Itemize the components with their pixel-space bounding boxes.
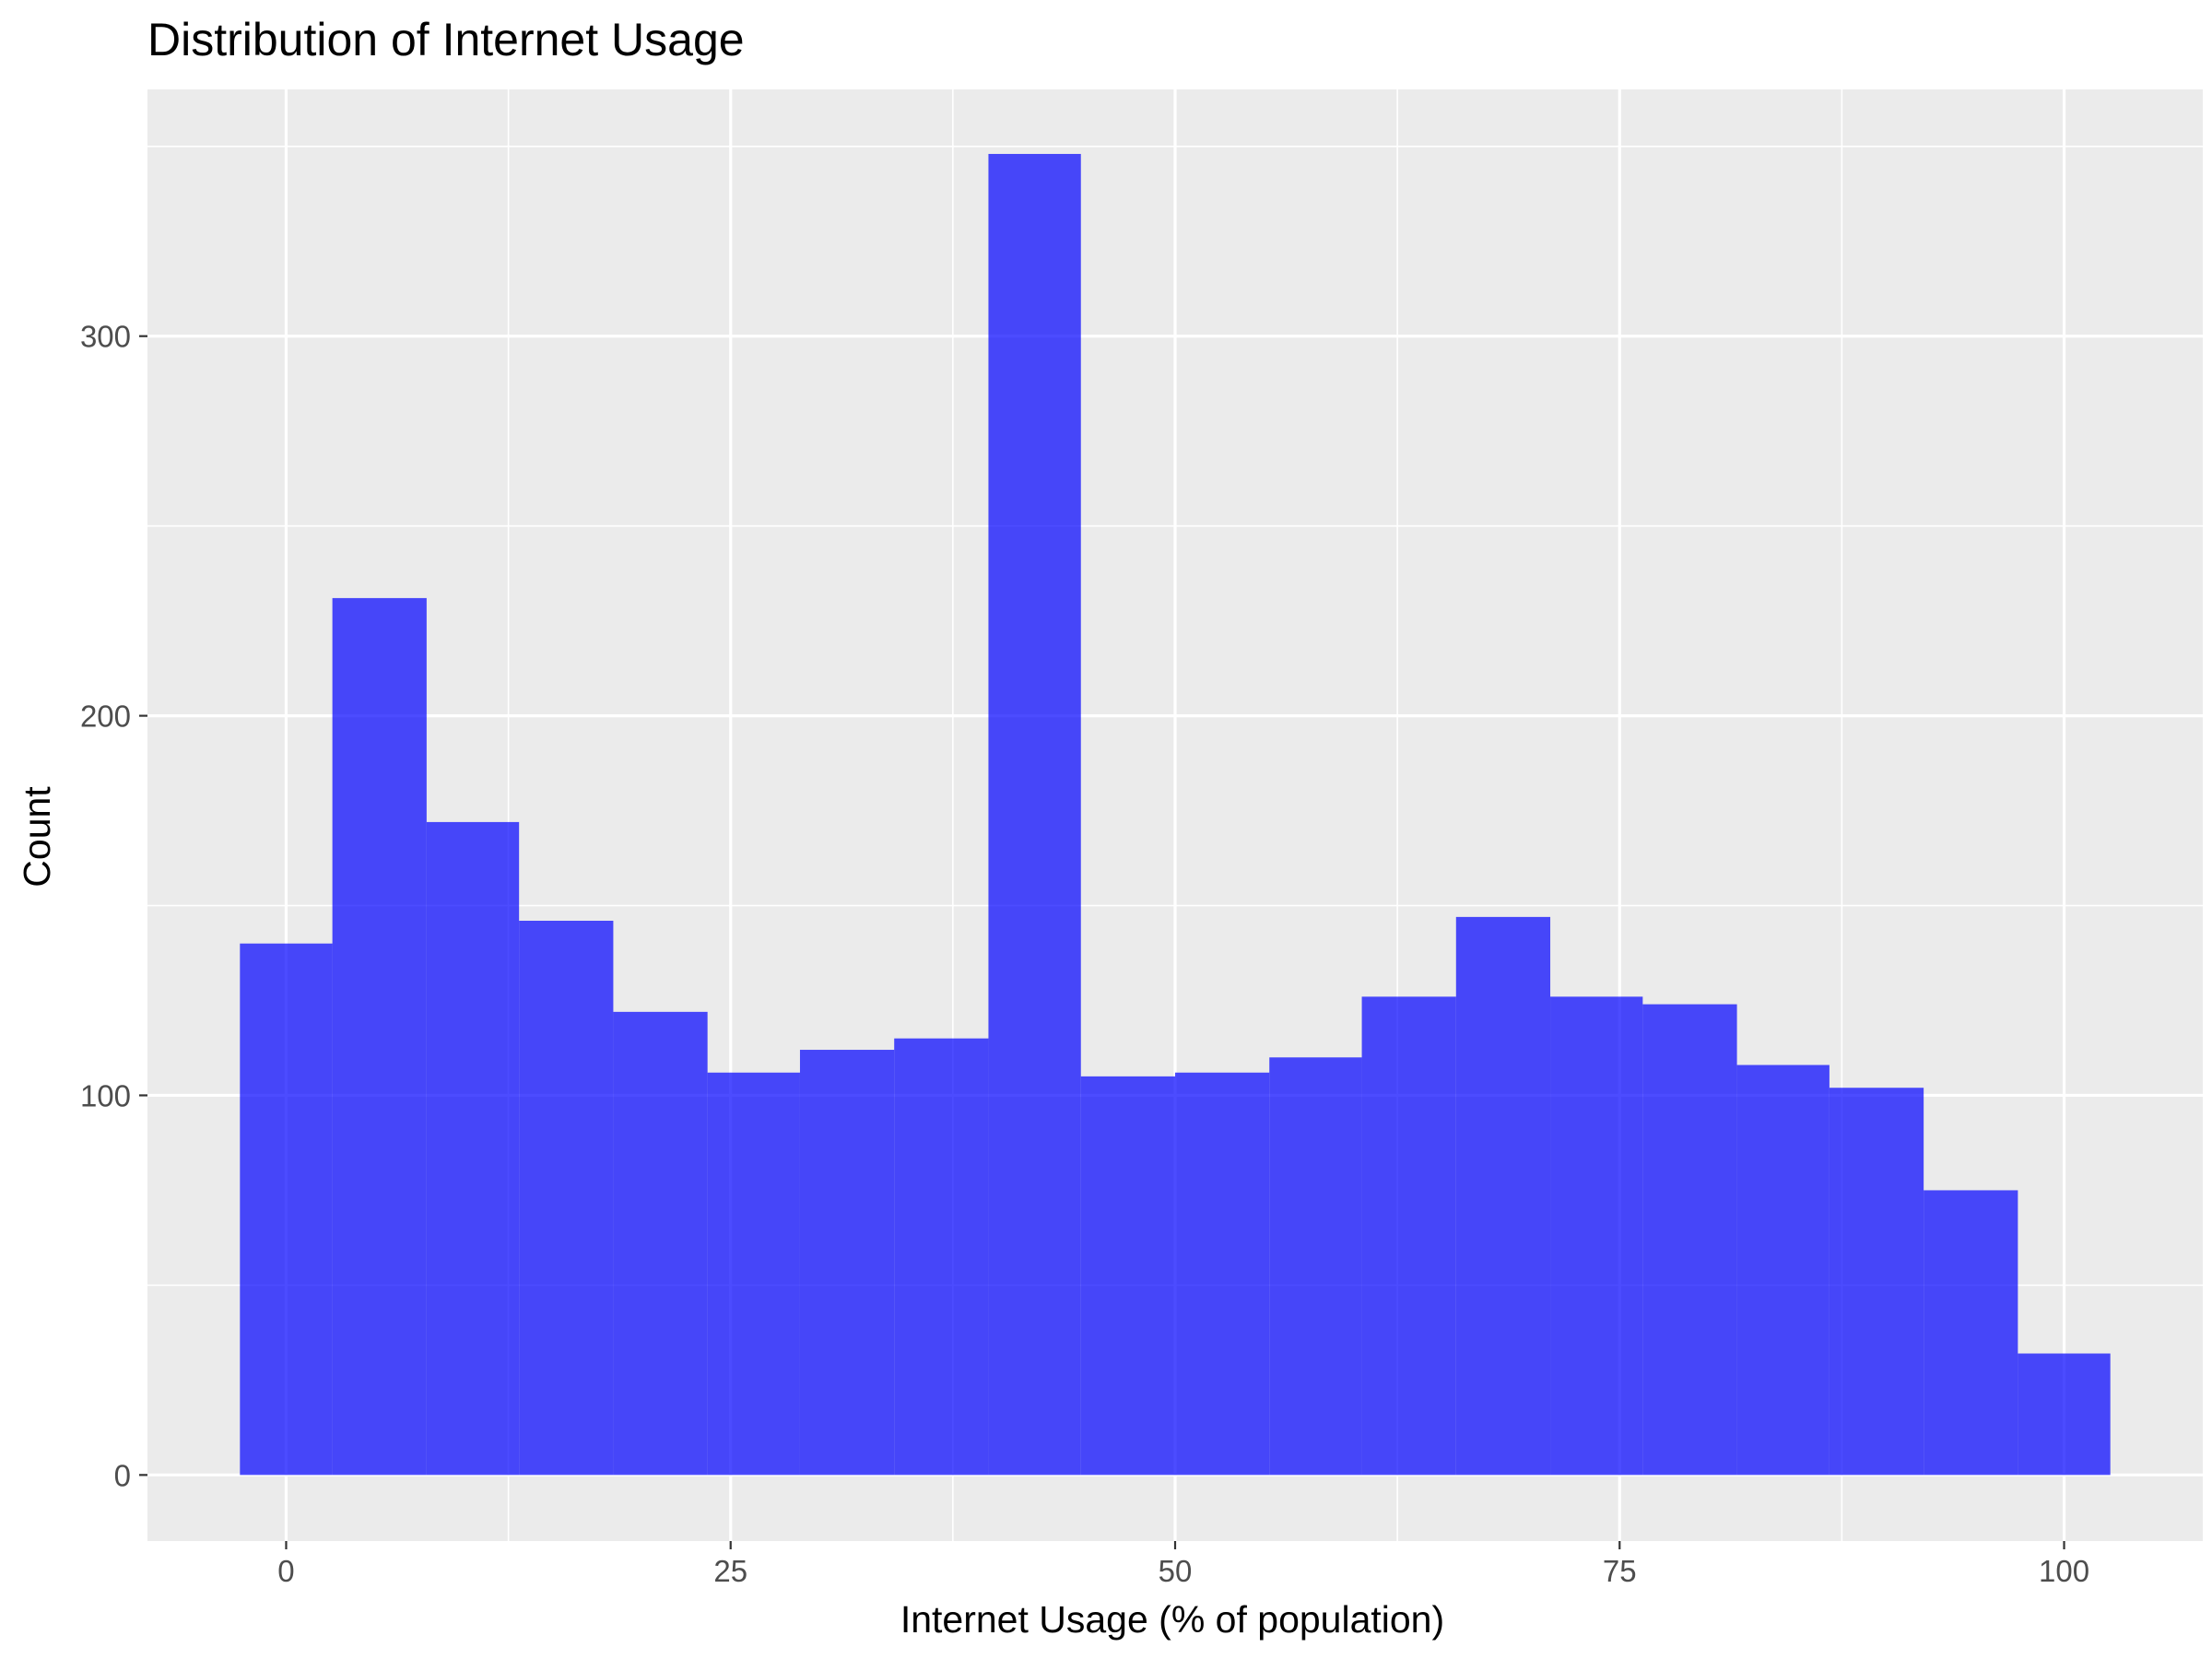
- histogram-bars: [240, 154, 2111, 1476]
- histogram-bar-15: [1550, 996, 1643, 1476]
- histogram-bar-2: [332, 597, 427, 1476]
- y-tick-label: 300: [80, 320, 131, 354]
- histogram-bar-14: [1455, 916, 1551, 1476]
- x-tick-label: 50: [1159, 1554, 1193, 1588]
- histogram-bar-13: [1361, 996, 1456, 1476]
- histogram-bar-12: [1269, 1057, 1362, 1476]
- histogram-bar-5: [613, 1011, 708, 1476]
- chart-title: Distribution of Internet Usage: [147, 14, 745, 65]
- y-tick-label: 200: [80, 700, 131, 734]
- y-axis-title: Count: [16, 786, 58, 888]
- y-tick-label: 100: [80, 1078, 131, 1112]
- x-axis-title: Internet Usage (% of population): [900, 1598, 1444, 1641]
- x-tick-label: 100: [2039, 1554, 2089, 1588]
- histogram-bar-9: [988, 154, 1081, 1476]
- y-tick-label: 0: [114, 1458, 131, 1492]
- x-tick-label: 75: [1603, 1554, 1637, 1588]
- histogram-bar-17: [1736, 1065, 1830, 1476]
- x-tick-label: 0: [277, 1554, 294, 1588]
- histogram-bar-18: [1829, 1088, 1924, 1476]
- histogram-bar-7: [799, 1050, 895, 1476]
- histogram-bar-6: [707, 1072, 800, 1476]
- histogram-bar-3: [426, 821, 520, 1476]
- histogram-bar-16: [1642, 1004, 1737, 1476]
- histogram-bar-1: [240, 943, 333, 1476]
- x-tick-label: 25: [713, 1554, 747, 1588]
- histogram-bar-4: [519, 921, 614, 1476]
- histogram-bar-10: [1080, 1076, 1175, 1476]
- axis-ticks: 0 25 50 75 100 0 100 200 300: [80, 320, 2089, 1588]
- histogram-bar-11: [1175, 1072, 1270, 1476]
- histogram-bar-8: [894, 1038, 989, 1476]
- histogram-bar-19: [1924, 1190, 2018, 1476]
- histogram-bar-20: [2018, 1353, 2111, 1476]
